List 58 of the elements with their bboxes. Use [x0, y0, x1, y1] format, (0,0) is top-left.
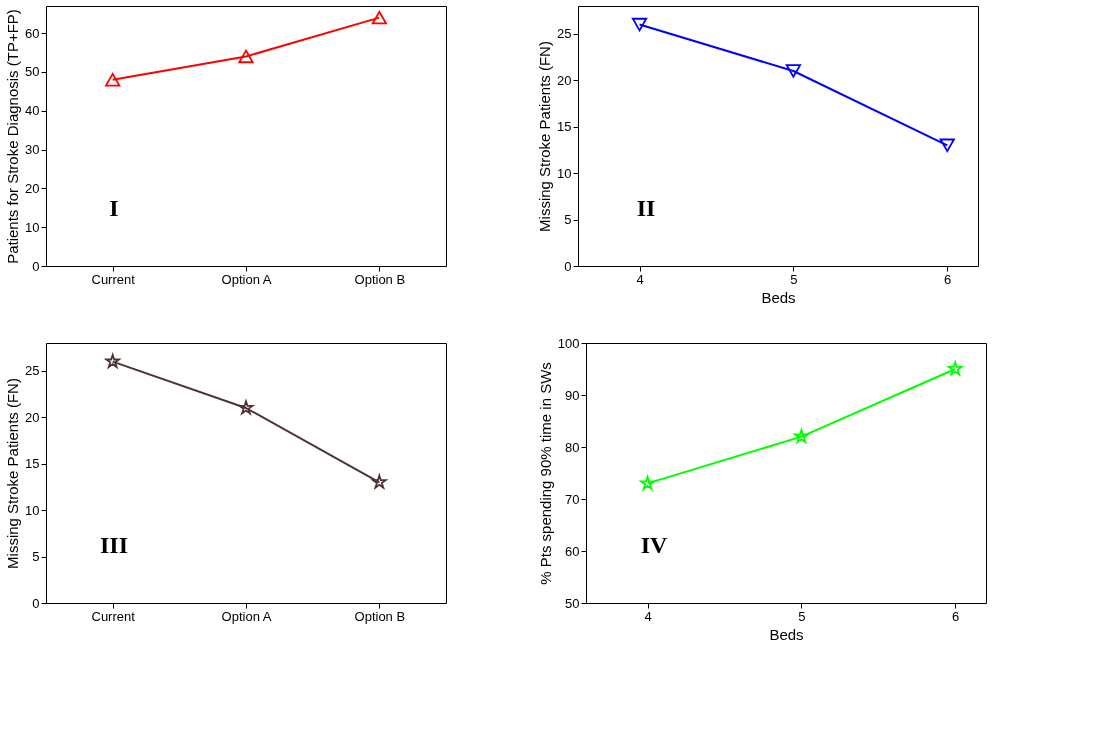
x-tick-label: 4 — [644, 608, 652, 624]
x-tick-label: Option A — [221, 271, 272, 287]
point — [947, 361, 963, 376]
x-tick-label: 6 — [952, 608, 960, 624]
y-tick-label: 80 — [565, 439, 580, 455]
y-tick-label: 20 — [25, 409, 40, 425]
y-tick-label: 15 — [557, 119, 572, 135]
y-axis-title: Patients for Stroke Diagnosis (TP+FP) — [4, 9, 22, 264]
y-tick-label: 30 — [25, 142, 40, 158]
y-tick-label: 70 — [565, 491, 580, 507]
y-tick-label: 0 — [564, 258, 572, 274]
y-tick-label: 100 — [557, 335, 580, 351]
y-tick-label: 25 — [25, 363, 40, 379]
y-tick-label: 20 — [557, 72, 572, 88]
y-tick-label: 0 — [32, 595, 40, 611]
y-tick-label: 60 — [25, 25, 40, 41]
point — [105, 73, 121, 87]
y-tick-label: 40 — [25, 103, 40, 119]
y-tick-label: 90 — [565, 387, 580, 403]
y-tick-label: 0 — [32, 258, 40, 274]
y-tick-label: 5 — [564, 212, 572, 228]
y-tick-label: 15 — [25, 456, 40, 472]
x-axis-title: Beds — [769, 625, 804, 643]
y-tick-label: 10 — [25, 502, 40, 518]
point — [631, 17, 648, 32]
y-tick-label: 5 — [32, 549, 40, 565]
x-axis-title: Beds — [761, 288, 796, 306]
y-axis-title: Missing Stroke Patients (FN) — [536, 41, 554, 232]
point — [371, 10, 387, 25]
annotation: III — [99, 531, 129, 558]
annotation: I — [109, 194, 119, 221]
x-tick-label: 5 — [798, 608, 806, 624]
annotation: II — [636, 194, 656, 221]
point — [640, 475, 655, 490]
annotation: IV — [640, 531, 668, 558]
point — [238, 49, 254, 64]
x-tick-label: 6 — [944, 271, 952, 287]
point — [939, 138, 955, 152]
point — [238, 400, 254, 415]
x-tick-label: Option B — [354, 271, 406, 287]
x-tick-label: 4 — [636, 271, 644, 287]
y-axis-title: % Pts spending 90% time in SWs — [536, 362, 554, 585]
y-tick-label: 50 — [25, 64, 40, 80]
y-tick-label: 10 — [25, 219, 40, 235]
point — [794, 428, 809, 443]
x-tick-label: Current — [91, 271, 136, 287]
y-tick-label: 50 — [565, 595, 580, 611]
y-tick-label: 25 — [557, 26, 572, 42]
y-tick-label: 60 — [565, 543, 580, 559]
y-tick-label: 20 — [25, 180, 40, 196]
x-tick-label: Current — [91, 608, 136, 624]
y-tick-label: 10 — [557, 165, 572, 181]
y-axis-title: Missing Stroke Patients (FN) — [4, 378, 22, 569]
x-tick-label: Option B — [354, 608, 406, 624]
x-tick-label: 5 — [790, 271, 798, 287]
point — [105, 353, 120, 368]
point — [785, 64, 801, 78]
x-tick-label: Option A — [221, 608, 272, 624]
